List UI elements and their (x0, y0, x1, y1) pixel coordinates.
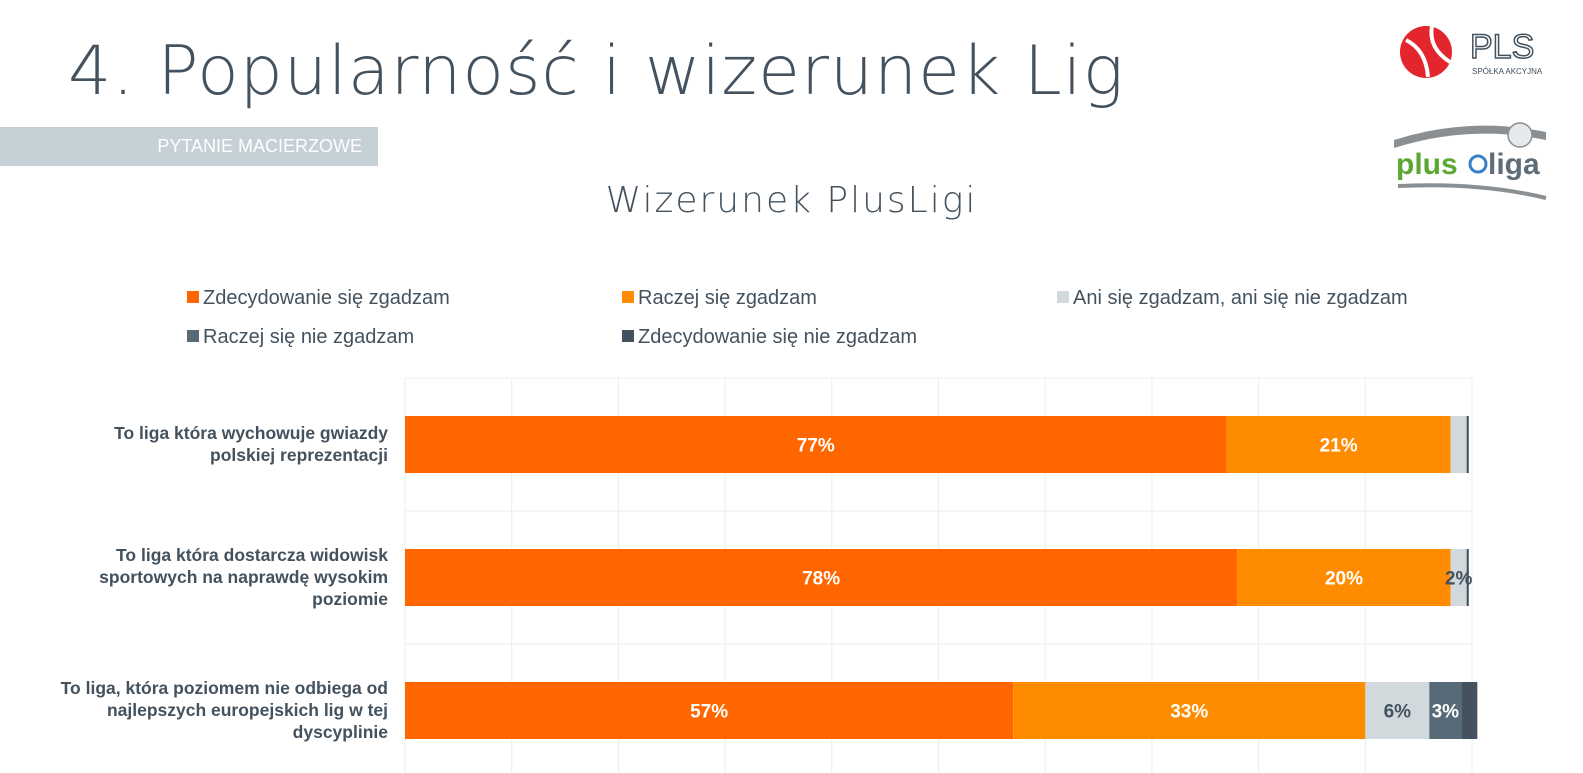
category-label-3: To liga, która poziomem nie odbiega od n… (60, 678, 388, 742)
legend-swatch (1057, 291, 1069, 303)
plus-icon (1468, 154, 1488, 174)
pls-logo: PLS SPÓŁKA AKCYJNA (1400, 25, 1543, 78)
data-label: 3% (1432, 702, 1460, 723)
legend-item-neutral: Ani się zgadzam, ani się nie zgadzam (1057, 287, 1408, 310)
category-label-2: To liga która dostarcza widowisk sportow… (99, 545, 388, 609)
bar-segment-2-1 (405, 549, 1238, 606)
bar-segment-1-3 (1450, 416, 1467, 473)
ball-icon (1507, 122, 1533, 148)
legend-swatch (622, 330, 634, 342)
legend-swatch (187, 291, 199, 303)
legend-item-strongly-agree: Zdecydowanie się zgadzam (187, 287, 450, 310)
plusliga-logo-right: liga (1488, 148, 1540, 181)
legend-label: Zdecydowanie się nie zgadzam (638, 326, 918, 348)
bar-segment-2-5 (1466, 549, 1469, 606)
bar-segment-1-1 (405, 416, 1227, 473)
bar-segment-3-5 (1461, 682, 1478, 739)
page-title: 4. Popularność i wizerunek Lig (68, 32, 1125, 111)
legend-swatch (187, 330, 199, 342)
data-label: 6% (1384, 702, 1412, 723)
data-label: 2% (1445, 569, 1473, 590)
data-label: 77% (797, 436, 835, 457)
data-label: 33% (1170, 702, 1208, 723)
bar-segment-1-5 (1466, 416, 1469, 473)
legend-item-agree: Raczej się zgadzam (622, 287, 817, 310)
plusliga-logo: plus liga (1394, 122, 1547, 200)
question-type-tag: PYTANIE MACIERZOWE (0, 127, 378, 166)
bar-segment-2-2 (1237, 549, 1451, 606)
legend-label: Zdecydowanie się zgadzam (203, 287, 450, 309)
bar-segment-3-3 (1365, 682, 1430, 739)
legend-label: Raczej się nie zgadzam (203, 326, 415, 348)
legend-item-strongly-disagree: Zdecydowanie się nie zgadzam (622, 326, 917, 349)
pls-logo-subtext: SPÓŁKA AKCYJNA (1472, 67, 1543, 76)
data-label: 78% (802, 569, 840, 590)
legend-label: Ani się zgadzam, ani się nie zgadzam (1073, 287, 1408, 309)
chart-title: Wizerunek PlusLigi (605, 180, 978, 221)
bar-segment-3-2 (1013, 682, 1366, 739)
bar-segment-2-3 (1450, 549, 1467, 606)
data-label: 21% (1320, 436, 1358, 457)
volleyball-icon (1400, 26, 1452, 78)
data-label: 57% (690, 702, 728, 723)
question-type-label: PYTANIE MACIERZOWE (157, 136, 362, 156)
legend-swatch (622, 291, 634, 303)
data-label: 20% (1325, 569, 1363, 590)
legend-label: Raczej się zgadzam (638, 287, 817, 309)
plusliga-logo-left: plus (1396, 148, 1458, 181)
legend-item-disagree: Raczej się nie zgadzam (187, 326, 414, 349)
pls-logo-text: PLS (1470, 28, 1534, 66)
bar-segment-3-1 (405, 682, 1014, 739)
bar-segment-1-2 (1226, 416, 1451, 473)
category-label-1: To liga która wychowuje gwiazdy polskiej… (114, 423, 388, 465)
bar-segment-3-4 (1429, 682, 1462, 739)
